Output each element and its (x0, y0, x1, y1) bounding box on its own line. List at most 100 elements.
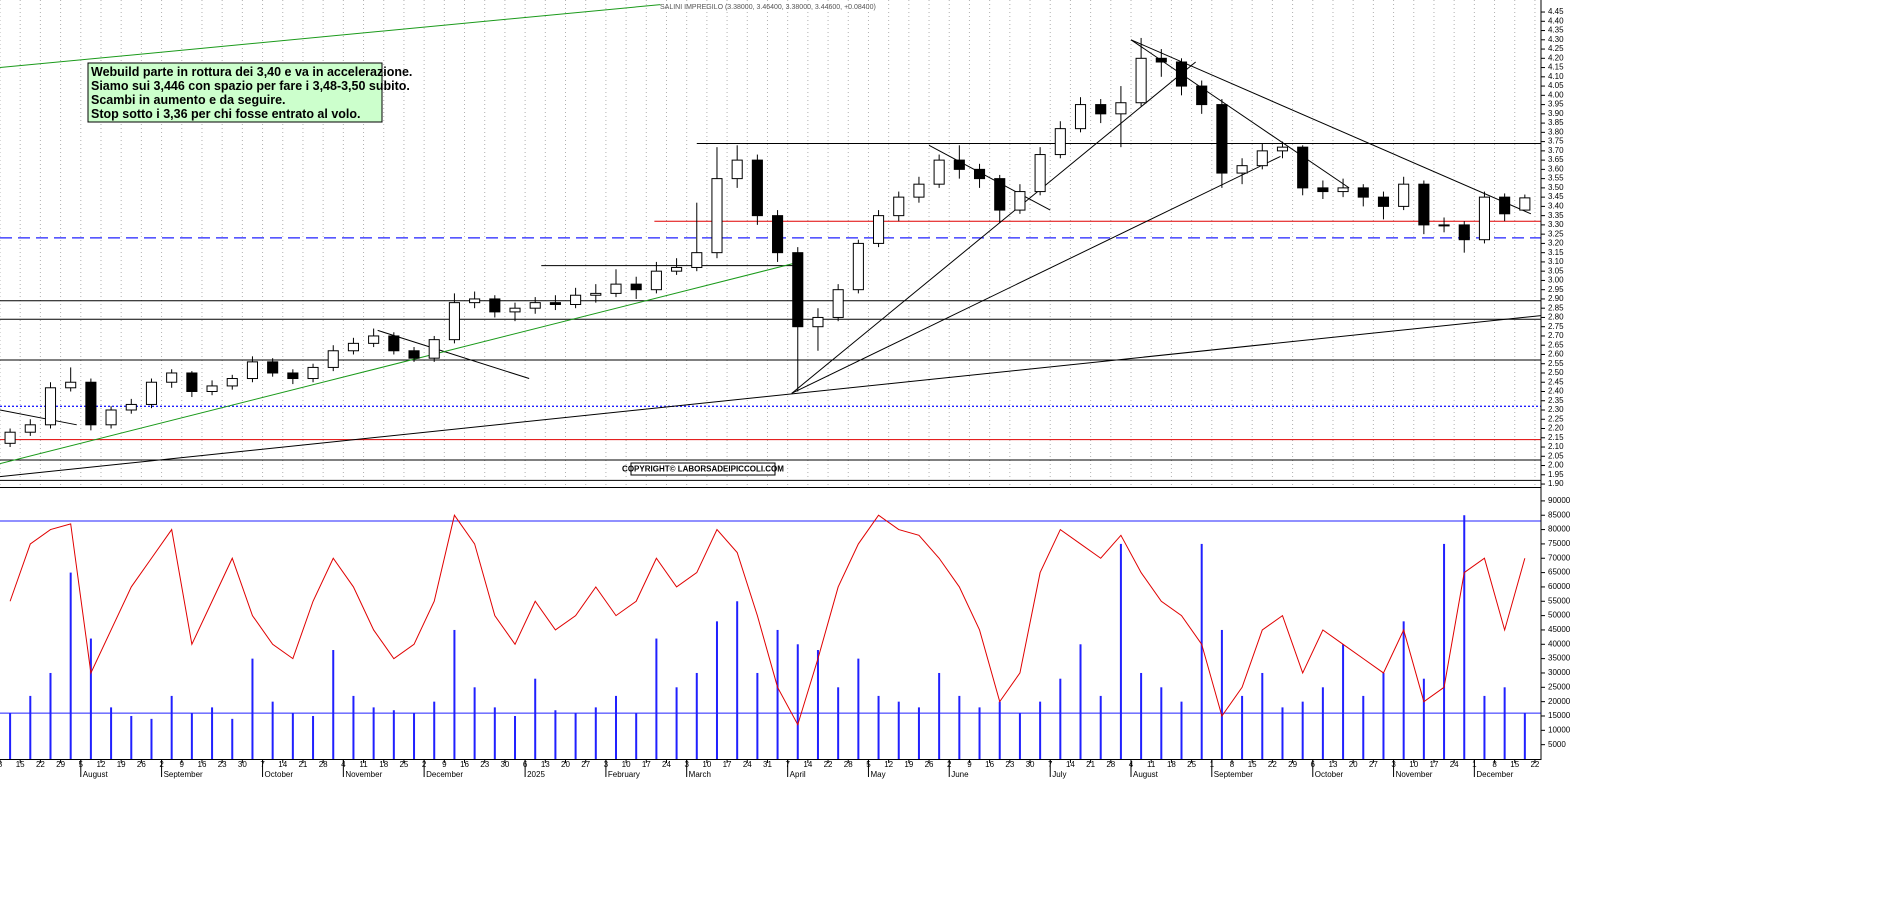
volume-bar (736, 601, 739, 759)
annotation-line: Webuild parte in rottura dei 3,40 e va i… (91, 65, 412, 79)
volume-bar (938, 672, 941, 759)
candle-body (1115, 102, 1127, 115)
volume-bar (473, 687, 476, 759)
candle-body (1478, 196, 1490, 241)
candle-body (893, 196, 905, 217)
volume-bar (433, 701, 436, 759)
month-label: December (1476, 770, 1513, 779)
x-tick-label: 23 (218, 760, 227, 769)
trend-line (0, 409, 77, 426)
annotation-line: Scambi in aumento e da seguire. (91, 93, 286, 107)
candle-body (1519, 197, 1531, 211)
x-tick-label: 7 (785, 760, 790, 769)
candle-body (186, 372, 198, 392)
x-tick-label: 2 (159, 760, 164, 769)
y-tick-label: 3.40 (1548, 201, 1564, 210)
month-label: August (1133, 770, 1159, 779)
volume-bar (271, 701, 274, 759)
candle-body (630, 283, 642, 291)
volume-bar (1281, 707, 1284, 759)
volume-bar (170, 695, 173, 759)
candle-body (731, 159, 743, 180)
volume-bar (635, 713, 638, 759)
volume-bar (1160, 687, 1163, 759)
volume-bar (958, 695, 961, 759)
month-label: March (689, 770, 711, 779)
y-tick-label: 2.00 (1548, 461, 1564, 470)
month-label: September (164, 770, 203, 779)
candle-body (1438, 224, 1450, 227)
month-label: July (1052, 770, 1066, 779)
volume-bar (1140, 672, 1143, 759)
x-tick-label: 28 (319, 760, 328, 769)
y-tick-label: 3.80 (1548, 127, 1564, 136)
volume-bar (1241, 695, 1244, 759)
y-tick-label: 1.95 (1548, 470, 1564, 479)
lower-panel (0, 514, 1541, 759)
volume-bar (917, 707, 920, 759)
volume-bar (514, 715, 517, 759)
candle-body (873, 215, 885, 244)
candle-body (1337, 187, 1349, 193)
candle-body (105, 409, 117, 426)
month-label: February (608, 770, 640, 779)
x-tick-label: 22 (1268, 760, 1277, 769)
candle-body (691, 252, 703, 268)
x-tick-label: 9 (180, 760, 185, 769)
volume-bar (897, 701, 900, 759)
x-tick-label: 1 (1472, 760, 1477, 769)
y-tick-label: 3.30 (1548, 220, 1564, 229)
volume-bar (1301, 701, 1304, 759)
volume-bar (695, 672, 698, 759)
volume-bar (554, 710, 557, 759)
lower-y-tick-label: 70000 (1548, 553, 1571, 562)
lower-y-tick-label: 65000 (1548, 568, 1571, 577)
y-tick-label: 2.05 (1548, 451, 1564, 460)
y-tick-label: 2.85 (1548, 303, 1564, 312)
volume-bar (776, 629, 779, 759)
x-tick-label: 8 (1230, 760, 1235, 769)
candle-body (590, 292, 602, 296)
y-tick-label: 2.80 (1548, 313, 1564, 322)
x-tick-label: 31 (763, 760, 772, 769)
volume-bar (655, 638, 658, 759)
lower-y-tick-label: 20000 (1548, 697, 1571, 706)
trend-line (1130, 39, 1350, 189)
trend-line (0, 261, 800, 465)
candle-body (307, 366, 319, 380)
volume-bar (675, 687, 678, 759)
candle-body (206, 385, 218, 392)
lower-y-tick-label: 80000 (1548, 525, 1571, 534)
volume-bar (49, 672, 52, 759)
candle-body (1216, 104, 1228, 174)
volume-bar (130, 715, 133, 759)
volume-bar (1362, 695, 1365, 759)
x-tick-label: 8 (1492, 760, 1497, 769)
volume-bar (594, 707, 597, 759)
x-tick-label: 11 (359, 760, 368, 769)
candle-body (792, 252, 804, 328)
x-tick-label: 18 (1167, 760, 1176, 769)
y-tick-label: 3.85 (1548, 118, 1564, 127)
lower-y-tick-label: 10000 (1548, 725, 1571, 734)
volume-bar (211, 707, 214, 759)
candle-body (610, 283, 622, 294)
trend-line (0, 4, 661, 69)
y-tick-label: 3.20 (1548, 239, 1564, 248)
lower-y-tick-label: 55000 (1548, 596, 1571, 605)
candle-body (145, 381, 158, 405)
y-tick-label: 3.70 (1548, 146, 1564, 155)
drawn-lines (0, 4, 1541, 481)
y-tick-label: 4.40 (1548, 16, 1564, 25)
volume-bar (1261, 672, 1264, 759)
candle-body (1095, 104, 1107, 115)
x-tick-label: 27 (581, 760, 590, 769)
candle-body (44, 387, 57, 426)
y-tick-label: 3.55 (1548, 174, 1564, 183)
x-tick-label: 3 (604, 760, 609, 769)
volume-bar (534, 678, 537, 759)
annotation-box: Webuild parte in rottura dei 3,40 e va i… (87, 62, 412, 123)
x-tick-label: 17 (723, 760, 732, 769)
x-tick-label: 30 (500, 760, 509, 769)
x-tick-label: 19 (117, 760, 126, 769)
